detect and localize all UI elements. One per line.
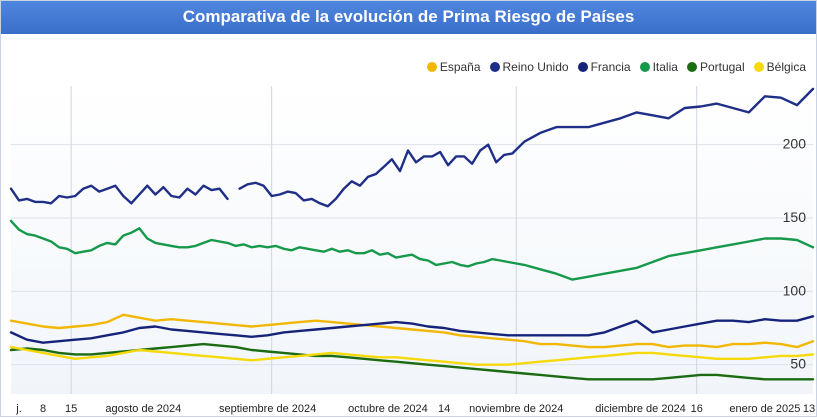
x-tick-label: octubre de 2024 [348, 403, 428, 415]
x-tick-label: 8 [40, 403, 46, 415]
x-tick-label: noviembre de 2024 [469, 403, 563, 415]
y-tick-label: 200 [783, 136, 807, 152]
y-tick-label: 50 [790, 356, 806, 372]
legend-label: Portugal [699, 60, 745, 74]
y-tick-label: 100 [783, 282, 807, 298]
legend-item-espa-a[interactable]: España [426, 60, 481, 74]
legend: España Reino Unido Francia Italia Portugal Bé… [426, 60, 806, 74]
legend-label: Francia [590, 60, 631, 74]
legend-item-b-lgica[interactable]: Bélgica [753, 60, 806, 74]
legend-label: Bélgica [766, 60, 806, 74]
title-bar: Comparativa de la evolución de Prima Rie… [1, 1, 816, 34]
chart-title: Comparativa de la evolución de Prima Rie… [182, 7, 635, 26]
series-line-espa-a [9, 313, 815, 349]
legend-marker-icon [753, 62, 764, 72]
x-tick-label: 16 [691, 403, 703, 415]
legend-label: Italia [652, 60, 678, 74]
x-tick-label: j. [15, 403, 22, 415]
series-line-italia [9, 219, 815, 281]
legend-marker-icon [639, 62, 650, 72]
legend-item-francia[interactable]: Francia [577, 60, 631, 74]
x-tick-label: 14 [438, 403, 450, 415]
x-tick-label: septiembre de 2024 [219, 403, 316, 415]
series-line-francia [9, 315, 815, 344]
series-line-reino-unido [9, 87, 815, 208]
legend-marker-icon [686, 62, 697, 72]
legend-item-reino-unido[interactable]: Reino Unido [489, 60, 569, 74]
legend-label: España [439, 60, 481, 74]
series-line-b-lgica [9, 345, 815, 366]
x-tick-label: diciembre de 2024 [595, 403, 686, 415]
x-tick-label: 15 [65, 403, 77, 415]
y-tick-label: 150 [783, 209, 807, 225]
legend-item-italia[interactable]: Italia [639, 60, 678, 74]
x-tick-label: agosto de 2024 [105, 403, 181, 415]
plot-area [11, 86, 813, 394]
legend-label: Reino Unido [502, 60, 569, 74]
x-tick-label: 13 [803, 403, 815, 415]
legend-marker-icon [426, 62, 437, 72]
x-tick-label: enero de 2025 [729, 403, 800, 415]
legend-marker-icon [489, 62, 500, 72]
legend-marker-icon [577, 62, 588, 72]
legend-item-portugal[interactable]: Portugal [686, 60, 745, 74]
